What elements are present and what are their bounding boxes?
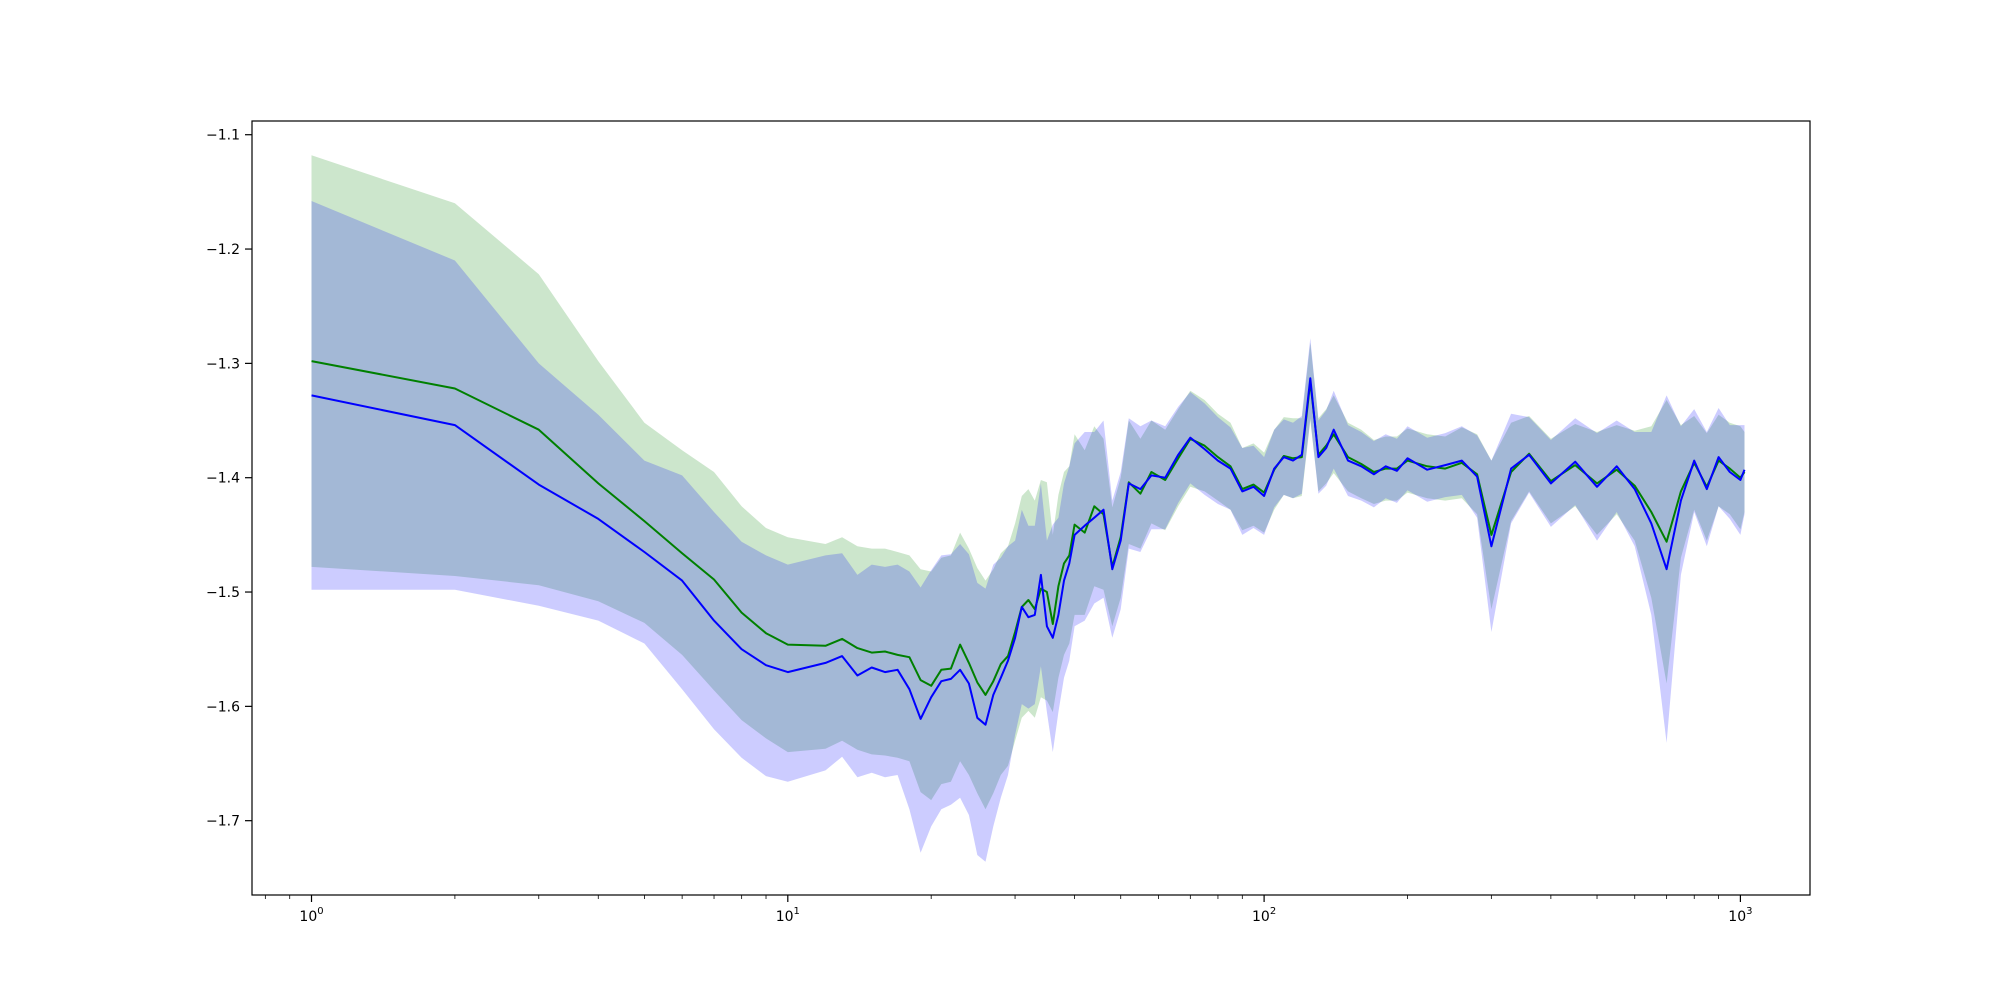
x-tick-label-0: 100 — [299, 906, 323, 925]
band-1 — [311, 201, 1745, 862]
y-tick-label-2: −1.3 — [206, 356, 240, 372]
x-tick-label-3: 103 — [1728, 906, 1752, 925]
y-tick-label-6: −1.7 — [206, 814, 240, 830]
x-tick-label-2: 102 — [1252, 906, 1276, 925]
y-tick-label-5: −1.6 — [206, 699, 240, 715]
y-axis: −1.1 −1.2 −1.3 −1.4 −1.5 −1.6 −1.7 — [206, 128, 252, 830]
x-axis: 100 101 102 103 — [264, 895, 1753, 925]
y-tick-label-3: −1.4 — [206, 471, 240, 487]
series-line-1 — [311, 377, 1746, 726]
x-tick-label-1: 101 — [776, 906, 800, 925]
y-tick-label-0: −1.1 — [206, 128, 240, 144]
y-tick-label-4: −1.5 — [206, 585, 240, 601]
series-lines — [311, 360, 1746, 726]
y-tick-label-1: −1.2 — [206, 242, 240, 258]
plot-frame — [251, 120, 1811, 896]
